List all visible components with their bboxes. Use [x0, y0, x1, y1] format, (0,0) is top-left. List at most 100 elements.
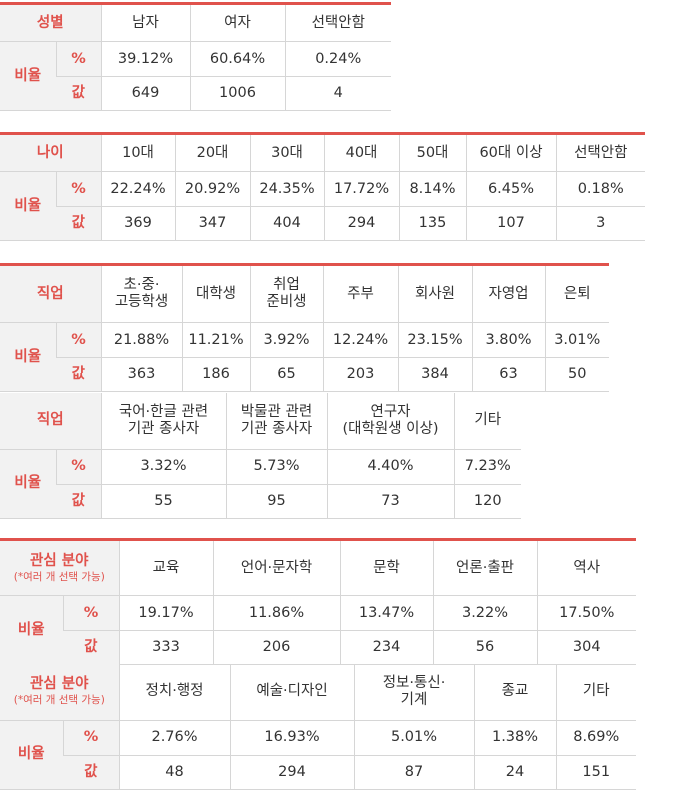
- interest-percent-cell: 16.93%: [229, 720, 355, 756]
- value-label: 값: [56, 357, 101, 392]
- job-percent-cell: 21.88%: [100, 322, 182, 358]
- job-percent-cell: 7.23%: [453, 449, 521, 485]
- job-percent-cell: 3.92%: [249, 322, 323, 358]
- interest-header-note: (*여러 개 선택 가능): [13, 570, 105, 583]
- percent-label: %: [55, 449, 101, 485]
- job-col: 회사원: [397, 264, 472, 323]
- age-col: 선택안함: [555, 133, 645, 172]
- age-value-cell: 347: [174, 206, 250, 241]
- age-col: 40대: [323, 133, 399, 172]
- age-percent-cell: 17.72%: [323, 171, 399, 207]
- job-percent-cell: 3.80%: [471, 322, 545, 358]
- age-header: 나이: [0, 133, 101, 172]
- gender-value-cell: 649: [100, 76, 190, 111]
- interest-percent-cell: 13.47%: [339, 595, 434, 631]
- ratio-label: 비율: [0, 595, 63, 665]
- interest-value-cell: 294: [229, 755, 355, 790]
- job-value-cell: 186: [181, 357, 250, 392]
- job-value-cell: 63: [471, 357, 545, 392]
- job-table-2: 직업 국어·한글 관련 기관 종사자 박물관 관련 기관 종사자 연구자 (대학…: [0, 393, 521, 519]
- job-value-cell: 73: [326, 484, 454, 519]
- interest-value-cell: 87: [353, 755, 475, 790]
- interest-col: 언론·출판: [432, 539, 538, 596]
- job-col: 연구자 (대학원생 이상): [326, 393, 454, 450]
- gender-col-none: 선택안함: [284, 3, 391, 42]
- ratio-label: 비율: [0, 171, 56, 241]
- age-value-cell: 135: [398, 206, 466, 241]
- interest-percent-cell: 3.22%: [432, 595, 538, 631]
- value-label: 값: [56, 206, 101, 241]
- job-col: 기타: [453, 393, 521, 450]
- age-col: 30대: [249, 133, 324, 172]
- job-header: 직업: [0, 393, 101, 450]
- job-percent-cell: 4.40%: [326, 449, 454, 485]
- job-percent-cell: 23.15%: [397, 322, 472, 358]
- gender-header: 성별: [0, 3, 101, 42]
- age-percent-cell: 22.24%: [100, 171, 175, 207]
- job-col: 은퇴: [544, 264, 609, 323]
- interest-value-cell: 304: [536, 630, 637, 665]
- interest-col: 정치·행정: [118, 664, 231, 721]
- percent-label: %: [62, 720, 120, 756]
- interest-percent-cell: 5.01%: [353, 720, 475, 756]
- job-table-1: 직업 초·중· 고등학생 대학생 취업 준비생 주부 회사원 자영업 은퇴 비율…: [0, 263, 609, 392]
- ratio-label: 비율: [0, 720, 63, 790]
- job-col: 자영업: [471, 264, 545, 323]
- interest-percent-cell: 8.69%: [555, 720, 637, 756]
- job-value-cell: 203: [322, 357, 398, 392]
- job-percent-cell: 5.73%: [225, 449, 327, 485]
- interest-header: 관심 분야 (*여러 개 선택 가능): [0, 539, 120, 596]
- gender-percent-cell: 39.12%: [100, 41, 190, 77]
- job-percent-cell: 3.01%: [544, 322, 609, 358]
- ratio-label: 비율: [0, 322, 56, 392]
- age-value-cell: 294: [323, 206, 399, 241]
- age-value-cell: 369: [100, 206, 175, 241]
- ratio-label: 비율: [0, 41, 56, 111]
- percent-label: %: [55, 322, 101, 358]
- interest-value-cell: 151: [555, 755, 637, 790]
- job-col: 박물관 관련 기관 종사자: [225, 393, 327, 450]
- interest-header-note: (*여러 개 선택 가능): [13, 694, 105, 707]
- age-percent-cell: 20.92%: [174, 171, 250, 207]
- interest-percent-cell: 1.38%: [473, 720, 557, 756]
- age-percent-cell: 8.14%: [398, 171, 466, 207]
- gender-col-male: 남자: [100, 3, 190, 42]
- interest-col: 기타: [555, 664, 637, 721]
- gender-percent-cell: 60.64%: [189, 41, 285, 77]
- job-col: 주부: [322, 264, 398, 323]
- interest-col: 종교: [473, 664, 557, 721]
- job-col: 대학생: [181, 264, 250, 323]
- interest-col: 문학: [339, 539, 434, 596]
- value-label: 값: [63, 755, 120, 790]
- interest-header: 관심 분야 (*여러 개 선택 가능): [0, 664, 120, 721]
- percent-label: %: [55, 171, 101, 207]
- interest-header-title: 관심 분야: [30, 552, 89, 569]
- value-label: 값: [56, 484, 101, 519]
- ratio-label: 비율: [0, 449, 56, 519]
- gender-percent-cell: 0.24%: [284, 41, 391, 77]
- interest-value-cell: 56: [432, 630, 538, 665]
- job-col: 국어·한글 관련 기관 종사자: [100, 393, 226, 450]
- percent-label: %: [55, 41, 101, 77]
- job-value-cell: 55: [100, 484, 226, 519]
- interest-header-title: 관심 분야: [30, 676, 89, 693]
- interest-table-1: 관심 분야 (*여러 개 선택 가능) 교육 언어·문자학 문학 언론·출판 역…: [0, 538, 637, 665]
- interest-value-cell: 24: [473, 755, 557, 790]
- age-percent-cell: 0.18%: [555, 171, 645, 207]
- interest-col: 역사: [536, 539, 637, 596]
- age-col: 50대: [398, 133, 466, 172]
- interest-col: 예술·디자인: [229, 664, 355, 721]
- job-col: 취업 준비생: [249, 264, 323, 323]
- interest-col: 언어·문자학: [212, 539, 341, 596]
- age-percent-cell: 24.35%: [249, 171, 324, 207]
- gender-value-cell: 4: [284, 76, 391, 111]
- job-percent-cell: 11.21%: [181, 322, 250, 358]
- age-percent-cell: 6.45%: [465, 171, 556, 207]
- job-col: 초·중· 고등학생: [100, 264, 182, 323]
- value-label: 값: [63, 630, 120, 665]
- age-col: 10대: [100, 133, 175, 172]
- job-header: 직업: [0, 264, 101, 323]
- age-value-cell: 3: [555, 206, 645, 241]
- interest-percent-cell: 2.76%: [118, 720, 231, 756]
- interest-col: 정보·통신· 기계: [353, 664, 475, 721]
